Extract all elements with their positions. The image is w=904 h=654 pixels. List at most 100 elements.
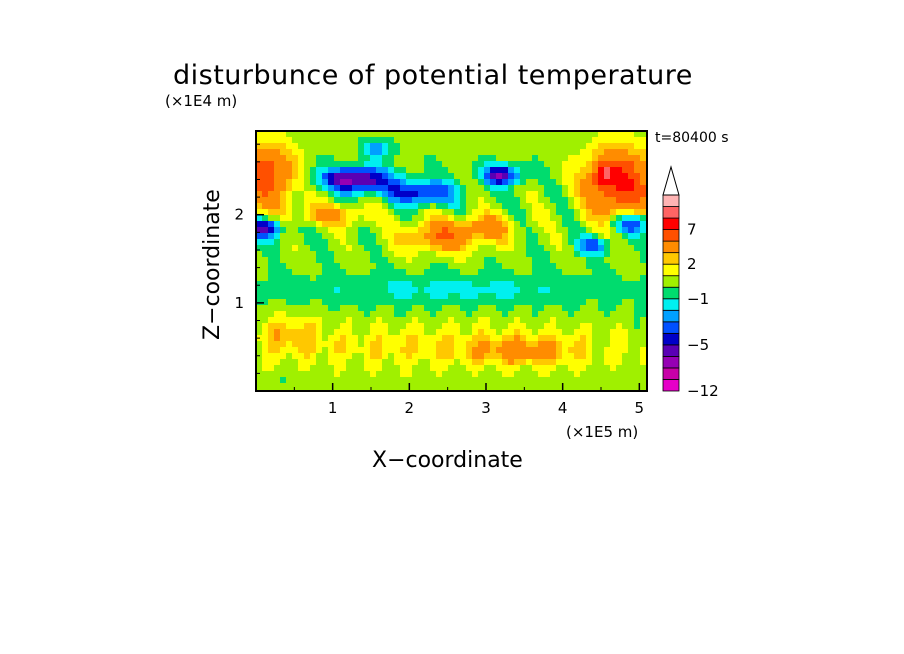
field-cell [538,365,545,372]
field-cell [502,245,509,252]
field-cell [634,359,641,366]
field-cell [358,155,365,162]
field-cell [364,239,371,246]
field-cell [610,299,617,306]
field-cell [628,287,635,294]
field-cell [364,281,371,288]
field-cell [424,269,431,276]
field-cell [334,269,341,276]
field-cell [352,155,359,162]
field-cell [460,173,467,180]
field-cell [280,263,287,270]
field-cell [448,185,455,192]
field-cell [274,275,281,282]
field-cell [478,203,485,210]
field-cell [352,377,359,384]
field-cell [526,281,533,288]
field-cell [610,245,617,252]
field-cell [604,311,611,318]
field-cell [430,197,437,204]
field-cell [622,233,629,240]
field-cell [292,353,299,360]
field-cell [424,257,431,264]
field-cell [484,203,491,210]
field-cell [292,257,299,264]
field-cell [334,311,341,318]
field-cell [580,383,587,390]
field-cell [556,347,563,354]
field-cell [394,209,401,216]
field-cell [586,377,593,384]
field-cell [322,257,329,264]
field-cell [586,293,593,300]
field-cell [520,227,527,234]
field-cell [280,179,287,186]
field-cell [604,323,611,330]
colorbar-swatch [662,263,680,277]
field-cell [478,251,485,258]
field-cell [520,353,527,360]
field-cell [364,155,371,162]
colorbar-swatch [662,309,680,323]
field-cell [316,257,323,264]
field-cell [292,311,299,318]
field-cell [490,155,497,162]
field-cell [424,209,431,216]
field-cell [538,167,545,174]
field-cell [358,293,365,300]
field-cell [352,197,359,204]
field-cell [496,335,503,342]
field-cell [454,209,461,216]
field-cell [322,323,329,330]
field-cell [430,281,437,288]
field-cell [298,335,305,342]
field-cell [610,353,617,360]
field-cell [544,209,551,216]
field-cell [388,305,395,312]
field-cell [574,203,581,210]
field-cell [544,365,551,372]
field-cell [526,203,533,210]
field-cell [352,137,359,144]
field-cell [400,209,407,216]
field-cell [628,215,635,222]
field-cell [286,281,293,288]
field-cell [502,197,509,204]
field-cell [598,203,605,210]
field-cell [604,245,611,252]
field-cell [400,197,407,204]
field-cell [268,185,275,192]
field-cell [436,221,443,228]
field-cell [400,317,407,324]
field-cell [442,161,449,168]
field-cell [424,161,431,168]
field-cell [424,311,431,318]
field-cell [262,197,269,204]
field-cell [274,149,281,156]
field-cell [262,281,269,288]
field-cell [268,257,275,264]
field-cell [622,137,629,144]
field-cell [364,233,371,240]
field-cell [460,131,467,138]
field-cell [460,215,467,222]
field-cell [268,383,275,390]
field-cell [454,245,461,252]
field-cell [580,131,587,138]
field-cell [562,161,569,168]
field-cell [592,257,599,264]
field-cell [430,299,437,306]
field-cell [598,365,605,372]
field-cell [592,155,599,162]
field-cell [334,143,341,150]
field-cell [400,131,407,138]
field-cell [298,149,305,156]
field-cell [340,215,347,222]
field-cell [622,317,629,324]
field-cell [562,335,569,342]
field-cell [442,233,449,240]
field-cell [598,131,605,138]
field-cell [298,209,305,216]
field-cell [586,215,593,222]
field-cell [586,185,593,192]
